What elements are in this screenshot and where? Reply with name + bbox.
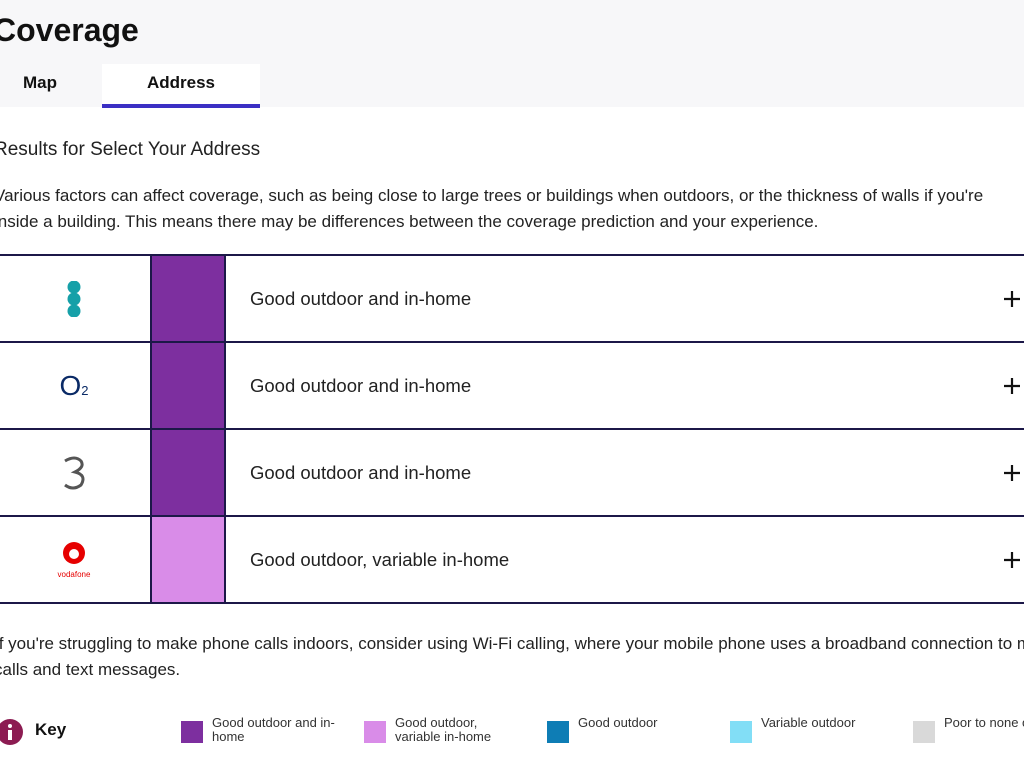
expand-icon[interactable] xyxy=(1003,290,1021,308)
coverage-swatch xyxy=(152,430,226,515)
plus-shape xyxy=(1004,291,1020,307)
key-swatch xyxy=(181,721,203,743)
coverage-swatch xyxy=(152,256,226,341)
key-label: Variable outdoor xyxy=(761,715,856,730)
key-swatch xyxy=(364,721,386,743)
tab-map[interactable]: Map xyxy=(23,73,57,92)
coverage-swatch xyxy=(152,343,226,428)
page-title: Coverage xyxy=(0,12,139,48)
coverage-table: Good outdoor and in-home O2 Good outdoor a… xyxy=(0,254,1024,604)
network-logo xyxy=(0,430,152,515)
o2-main: O xyxy=(59,369,82,401)
ee-dot xyxy=(67,292,81,305)
network-logo: vodafone xyxy=(0,517,152,602)
plus-shape xyxy=(1004,465,1020,481)
expand-icon[interactable] xyxy=(1003,551,1021,569)
ee-dot xyxy=(67,304,81,317)
plus-shape xyxy=(1004,552,1020,568)
three-logo xyxy=(64,456,85,489)
vodafone-quote xyxy=(68,548,79,559)
vodafone-mark xyxy=(62,541,85,564)
network-logo xyxy=(0,256,152,341)
ee-dot xyxy=(67,280,81,293)
key-label: Good outdoor xyxy=(578,715,658,730)
key-label: Good outdoor and in-home xyxy=(212,715,335,744)
key-label: Good outdoor, variable in-home xyxy=(395,715,492,744)
coverage-status: Good outdoor and in-home xyxy=(250,462,472,483)
key-label: Poor to none outdoor xyxy=(944,715,1024,730)
coverage-status: Good outdoor and in-home xyxy=(250,288,472,309)
coverage-status: Good outdoor and in-home xyxy=(250,375,472,396)
o2-sub: 2 xyxy=(81,382,89,398)
coverage-row[interactable]: Good outdoor and in-home xyxy=(0,430,1024,517)
tab-address[interactable]: Address xyxy=(102,64,260,108)
wifi-note: If you're struggling to make phone calls… xyxy=(0,634,1024,679)
info-icon xyxy=(0,719,23,745)
coverage-row[interactable]: O2 Good outdoor and in-home xyxy=(0,343,1024,430)
vodafone-text: vodafone xyxy=(57,569,91,579)
coverage-row[interactable]: Good outdoor and in-home xyxy=(0,256,1024,343)
key-title: Key xyxy=(35,720,67,739)
plus-shape xyxy=(1004,378,1020,394)
ee-logo xyxy=(67,280,81,317)
three-shape xyxy=(64,456,85,489)
vodafone-logo: vodafone xyxy=(57,541,91,579)
key-swatch xyxy=(913,721,935,743)
results-title: Results for Select Your Address xyxy=(0,139,261,160)
coverage-status: Good outdoor, variable in-home xyxy=(250,549,510,570)
expand-icon[interactable] xyxy=(1003,377,1021,395)
coverage-row[interactable]: vodafone Good outdoor, variable in-home xyxy=(0,517,1024,604)
network-logo: O2 xyxy=(0,343,152,428)
key-swatch xyxy=(547,721,569,743)
coverage-swatch xyxy=(152,517,226,602)
key-swatch xyxy=(730,721,752,743)
o2-logo: O2 xyxy=(59,370,88,402)
expand-icon[interactable] xyxy=(1003,464,1021,482)
intro-text: Various factors can affect coverage, suc… xyxy=(0,186,984,231)
